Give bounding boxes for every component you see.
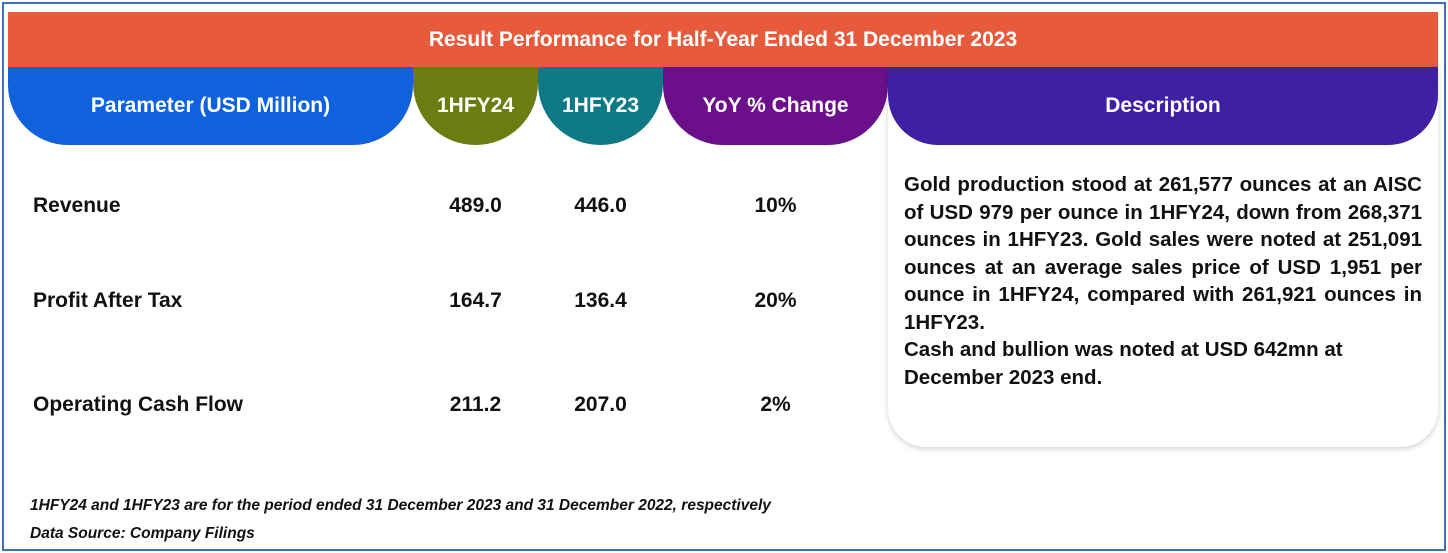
table-row: Profit After Tax 164.7 136.4 20% xyxy=(0,281,888,321)
row-1hfy24-value: 211.2 xyxy=(449,393,502,416)
header-yoy-change: YoY % Change xyxy=(663,67,888,145)
data-source: Data Source: Company Filings xyxy=(30,525,255,542)
row-1hfy24-value: 164.7 xyxy=(449,289,502,312)
table-row: Operating Cash Flow 211.2 207.0 2% xyxy=(0,385,888,425)
row-1hfy23-value: 446.0 xyxy=(574,194,627,217)
footnote: 1HFY24 and 1HFY23 are for the period end… xyxy=(30,497,771,514)
table-row: Revenue 489.0 446.0 10% xyxy=(0,186,888,226)
row-yoy-value: 2% xyxy=(760,393,791,416)
description-card: Description Gold production stood at 261… xyxy=(888,67,1438,447)
description-paragraph: Gold production stood at 261,577 ounces … xyxy=(904,173,1422,334)
row-yoy-value: 10% xyxy=(754,194,797,217)
table-title: Result Performance for Half-Year Ended 3… xyxy=(8,12,1438,67)
row-1hfy24-value: 489.0 xyxy=(449,194,502,217)
header-parameter: Parameter (USD Million) xyxy=(8,67,413,145)
header-description: Description xyxy=(888,67,1438,145)
row-1hfy23-value: 136.4 xyxy=(574,289,627,312)
description-paragraph: Cash and bullion was noted at USD 642mn … xyxy=(904,338,1343,389)
row-parameter: Operating Cash Flow xyxy=(33,393,244,416)
description-text: Gold production stood at 261,577 ounces … xyxy=(904,171,1422,391)
row-parameter: Profit After Tax xyxy=(33,289,183,312)
row-1hfy23-value: 207.0 xyxy=(574,393,627,416)
row-yoy-value: 20% xyxy=(754,289,797,312)
row-parameter: Revenue xyxy=(33,194,121,217)
